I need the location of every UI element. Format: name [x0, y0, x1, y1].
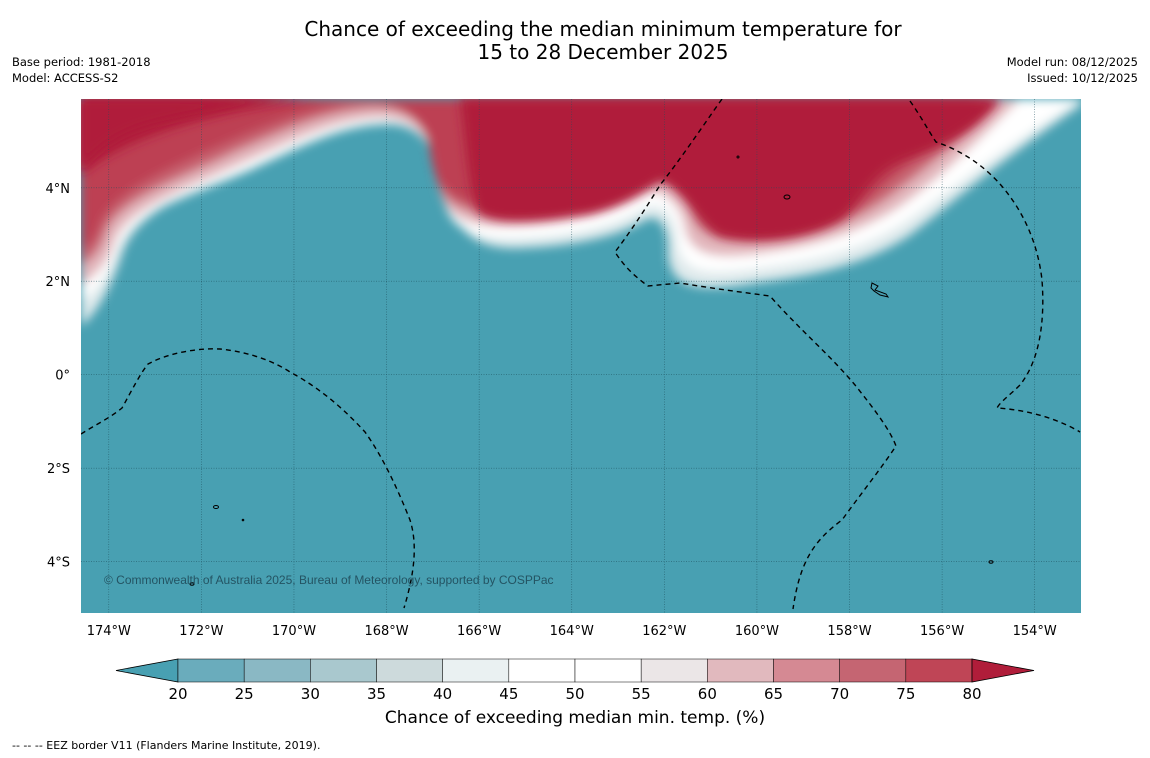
island — [189, 582, 195, 586]
island — [783, 194, 791, 200]
colorbar-segment — [442, 658, 510, 683]
longitude-label: 170°W — [272, 624, 316, 639]
island — [736, 155, 740, 159]
colorbar-tick-labels: 20 25 30 35 40 45 50 55 60 65 70 75 80 — [168, 685, 981, 703]
colorbar-extend-high — [971, 658, 1035, 683]
colorbar-segment — [707, 658, 774, 683]
longitude-label: 166°W — [457, 624, 501, 639]
longitude-label: 172°W — [179, 624, 223, 639]
longitude-label: 174°W — [87, 624, 131, 639]
colorbar-tick-label: 75 — [896, 685, 915, 703]
longitude-label: 162°W — [642, 624, 686, 639]
latitude-label: 2°S — [47, 462, 70, 477]
colorbar-tick-label: 20 — [168, 685, 187, 703]
band-80-west — [81, 99, 300, 170]
colorbar-segment — [243, 658, 311, 683]
colorbar-segment — [905, 658, 973, 683]
colorbar-segment — [177, 658, 245, 683]
colorbar-segment — [773, 658, 840, 683]
eez-borders — [81, 99, 1081, 610]
latitude-label: 2°N — [46, 275, 71, 290]
latitude-labels: 4°N 2°N 0° 2°S 4°S — [46, 182, 71, 571]
longitude-label: 164°W — [550, 624, 594, 639]
colorbar-segment — [376, 658, 443, 683]
title-line-2: 15 to 28 December 2025 — [477, 40, 729, 64]
colorbar-tick-label: 55 — [632, 685, 651, 703]
colorbar-segment — [574, 658, 642, 683]
eez-border-west — [81, 348, 415, 609]
eez-border-central — [614, 99, 897, 610]
map-area: © Commonwealth of Australia 2025, Bureau… — [81, 99, 1081, 613]
band-80 — [81, 99, 1000, 241]
chart-title: Chance of exceeding the median minimum t… — [0, 18, 1150, 64]
copyright-text: © Commonwealth of Australia 2025, Bureau… — [104, 573, 554, 587]
island — [870, 282, 890, 298]
colorbar-tick-label: 70 — [830, 685, 849, 703]
graticule — [81, 99, 1081, 613]
colorbar-segment — [508, 658, 576, 683]
longitude-label: 160°W — [735, 624, 779, 639]
title-line-1: Chance of exceeding the median minimum t… — [304, 17, 902, 41]
longitude-label: 158°W — [827, 624, 871, 639]
latitude-label: 4°N — [46, 182, 71, 197]
island — [241, 518, 245, 522]
colorbar-tick-label: 25 — [235, 685, 254, 703]
colorbar-tick-label: 35 — [367, 685, 386, 703]
islands — [189, 155, 994, 586]
longitude-labels: 174°W 172°W 170°W 168°W 166°W 164°W 162°W 160°W… — [87, 624, 1057, 639]
meta-right: Model run: 08/12/2025 Issued: 10/12/2025 — [1007, 54, 1138, 86]
colorbar-tick-label: 45 — [499, 685, 518, 703]
model-name: Model: ACCESS-S2 — [12, 71, 119, 85]
island — [988, 560, 994, 564]
latitude-label: 4°S — [47, 556, 70, 571]
longitude-label: 154°W — [1013, 624, 1057, 639]
colorbar-tick-label: 40 — [433, 685, 452, 703]
latitude-label: 0° — [55, 369, 70, 384]
colorbar-tick-label: 30 — [301, 685, 320, 703]
model-run: Model run: 08/12/2025 — [1006, 55, 1138, 69]
longitude-label: 156°W — [920, 624, 964, 639]
colorbar-tick-label: 65 — [764, 685, 783, 703]
colorbar-segment — [310, 658, 377, 683]
base-period: Base period: 1981-2018 — [12, 55, 151, 69]
colorbar-tick-label: 50 — [565, 685, 584, 703]
footnote: -- -- -- EEZ border V11 (Flanders Marine… — [12, 739, 321, 752]
longitude-label: 168°W — [364, 624, 408, 639]
meta-left: Base period: 1981-2018 Model: ACCESS-S2 — [12, 54, 151, 86]
colorbar-tick-label: 60 — [698, 685, 717, 703]
colorbar-segment — [839, 658, 907, 683]
colorbar-title: Chance of exceeding median min. temp. (%… — [384, 708, 766, 728]
colorbar-segment — [640, 658, 708, 683]
colorbar-tick-label: 80 — [962, 685, 981, 703]
colorbar — [115, 658, 1035, 683]
island — [213, 505, 219, 509]
colorbar-extend-low — [115, 658, 179, 683]
issued-date: Issued: 10/12/2025 — [1027, 71, 1138, 85]
